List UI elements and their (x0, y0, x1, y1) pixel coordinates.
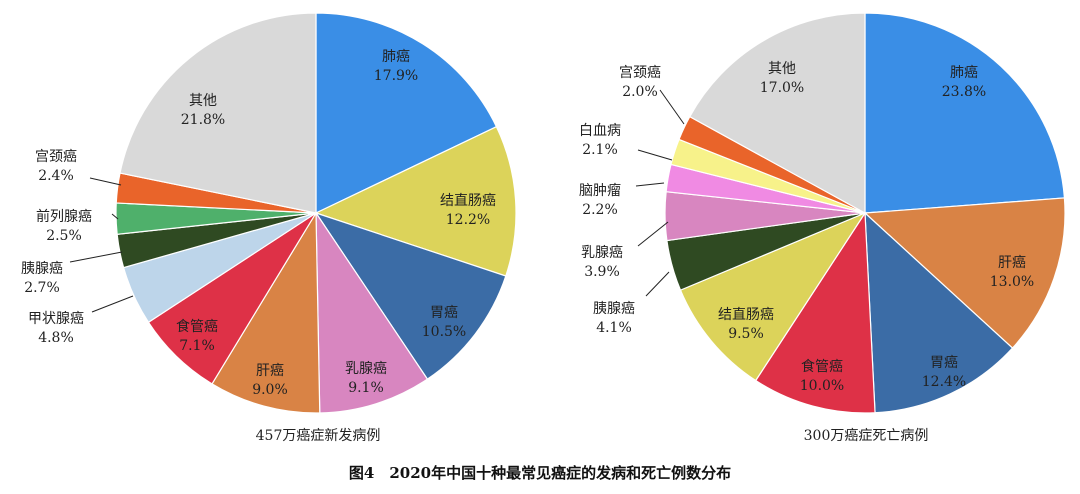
pie-1-slice-1-value-label: 13.0% (990, 274, 1034, 290)
pie-1-slice-8-leader-line (637, 149, 673, 161)
pie-0-slice-6-leader-line (91, 295, 134, 313)
pie-1-slice-0-value-label: 23.8% (942, 84, 986, 100)
pie-1-slice-7-leader-line (635, 182, 665, 187)
pie-0-slice-5-value-label: 7.1% (179, 338, 215, 354)
pie-1-slice-2 (864, 211, 1014, 414)
pie-1-slice-1-name-label: 肝癌 (998, 255, 1026, 271)
pie-1-slice-10-value-label: 17.0% (760, 80, 804, 96)
pie-1-slice-7-name-label: 脑肿瘤 (579, 182, 621, 199)
pie-1-slice-10-name-label: 其他 (768, 61, 796, 77)
pie-1-slice-4-name-label: 结直肠癌 (718, 306, 774, 323)
pie-1-slice-1 (863, 197, 1066, 349)
pie-0-slice-7-name-label: 胰腺癌 (21, 261, 63, 277)
pie-0-slice-8-leader-line (111, 213, 119, 220)
pie-0-slice-0-name-label: 肺癌 (382, 49, 410, 65)
pie-1-slice-6-value-label: 3.9% (584, 264, 620, 280)
pie-1-slice-6-leader-line (637, 221, 669, 247)
figure-caption: 图4 2020年中国十种最常见癌症的发病和死亡例数分布 (349, 464, 731, 482)
pie-0-slice-9-value-label: 2.4% (38, 168, 74, 184)
pie-deaths-caption: 300万癌症死亡病例 (804, 428, 929, 444)
pie-1-slice-6-name-label: 乳腺癌 (581, 245, 623, 261)
pie-deaths: 肺癌 23.8% 肝癌 13.0% 胃癌 12.4% 食管癌 10.0% 结直肠癌 9.5% 胰腺癌… (579, 12, 1066, 414)
pie-0-slice-3-value-label: 9.1% (348, 380, 384, 396)
pie-0-slice-4-name-label: 肝癌 (256, 363, 284, 379)
pie-0-slice-9-leader-line (89, 177, 122, 186)
pie-1-slice-3-value-label: 10.0% (800, 378, 844, 394)
pie-0-slice-6-name-label: 甲状腺癌 (28, 311, 84, 327)
pie-0-slice-0 (315, 12, 498, 214)
pie-1-slice-5-value-label: 4.1% (596, 320, 632, 336)
pie-0-slice-1 (314, 125, 517, 277)
pie-0-slice-7-leader-line (69, 251, 123, 263)
pie-0-slice-3-name-label: 乳腺癌 (345, 361, 387, 377)
pie-1-slice-0 (864, 12, 1066, 214)
pie-1-slice-3 (754, 211, 876, 414)
pie-1-slice-2-value-label: 12.4% (922, 374, 966, 390)
pie-1-slice-4-value-label: 9.5% (728, 326, 764, 342)
pie-0-slice-4 (211, 210, 321, 414)
pie-0-slice-3 (315, 210, 429, 414)
pie-1-slice-7-value-label: 2.2% (582, 202, 618, 218)
pie-1-slice-8-name-label: 白血病 (579, 123, 621, 139)
pie-0-slice-6-value-label: 4.8% (38, 330, 74, 346)
pie-1-slice-3-name-label: 食管癌 (801, 358, 843, 375)
pie-1-slice-10 (688, 12, 866, 215)
pie-1-slice-0-name-label: 肺癌 (950, 65, 978, 81)
pie-1-slice-4 (679, 211, 867, 382)
pie-1-slice-9-name-label: 宫颈癌 (619, 65, 661, 81)
pie-0-slice-1-name-label: 结直肠癌 (440, 192, 496, 209)
pie-0-slice-8-name-label: 前列腺癌 (36, 208, 92, 225)
pie-1-slice-2-name-label: 胃癌 (930, 355, 958, 371)
pie-1-slice-9-value-label: 2.0% (622, 84, 658, 100)
pie-0-slice-7-value-label: 2.7% (24, 280, 60, 296)
pie-0-slice-2-name-label: 胃癌 (430, 305, 458, 321)
pie-0-slice-10-value-label: 21.8% (181, 112, 225, 128)
pie-1-slice-8-value-label: 2.1% (582, 142, 618, 158)
pie-1-slice-5-name-label: 胰腺癌 (593, 301, 635, 317)
pie-0-slice-0-value-label: 17.9% (374, 68, 418, 84)
pie-0-slice-8-value-label: 2.5% (46, 228, 82, 244)
pie-0-slice-4-value-label: 9.0% (252, 382, 288, 398)
pie-new-cases: 肺癌 17.9% 结直肠癌 12.2% 胃癌 10.5% 乳腺癌 9.1% 肝癌 9.0% 食管癌 7… (21, 12, 517, 414)
pie-0-slice-1-value-label: 12.2% (446, 212, 490, 228)
pie-0-slice-2-value-label: 10.5% (422, 324, 466, 340)
pie-1-slice-9-leader-line (659, 89, 685, 125)
pie-new-cases-caption: 457万癌症新发病例 (256, 428, 381, 444)
pie-1-slice-5-leader-line (645, 271, 670, 297)
pie-0-slice-10 (119, 12, 317, 214)
pie-0-slice-9-name-label: 宫颈癌 (35, 149, 77, 165)
pie-0-slice-10-name-label: 其他 (189, 93, 217, 109)
pie-0-slice-2 (314, 211, 507, 380)
pie-0-slice-5-name-label: 食管癌 (176, 318, 218, 335)
